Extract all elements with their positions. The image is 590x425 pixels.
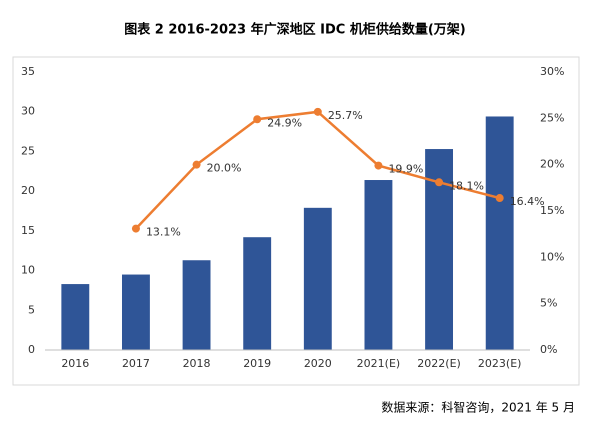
y2-tick-label: 15% (540, 204, 564, 217)
x-tick-label: 2023(E) (478, 357, 522, 370)
y-tick-label: 5 (28, 303, 35, 316)
y2-tick-label: 20% (540, 158, 564, 171)
data-label: 19.9% (388, 163, 423, 176)
y-tick-label: 20 (21, 184, 35, 197)
data-label: 25.7% (328, 109, 363, 122)
chart-title: 图表 2 2016-2023 年广深地区 IDC 机柜供给数量(万架) (124, 22, 466, 38)
y2-tick-label: 0% (540, 343, 557, 356)
data-label: 18.1% (449, 179, 484, 192)
x-tick-label: 2017 (122, 357, 150, 370)
y-tick-label: 15 (21, 224, 35, 237)
line-marker (253, 115, 262, 124)
y-tick-label: 35 (21, 65, 35, 78)
x-tick-label: 2021(E) (357, 357, 401, 370)
y2-tick-label: 5% (540, 297, 557, 310)
line-marker (374, 161, 383, 170)
x-tick-label: 2018 (183, 357, 211, 370)
line-marker (131, 224, 140, 233)
x-tick-label: 2016 (61, 357, 89, 370)
bar (243, 237, 272, 350)
data-label: 24.9% (267, 116, 302, 129)
bar (182, 260, 211, 350)
chart-frame (12, 56, 580, 386)
y2-tick-label: 10% (540, 250, 564, 263)
data-label: 13.1% (146, 226, 181, 239)
line-marker (435, 178, 444, 187)
line-marker (192, 160, 201, 169)
y2-tick-label: 30% (540, 65, 564, 78)
bar (485, 116, 514, 350)
x-tick-label: 2020 (304, 357, 332, 370)
y2-tick-label: 25% (540, 111, 564, 124)
line-marker (313, 107, 322, 116)
y-tick-label: 30 (21, 105, 35, 118)
x-tick-label: 2019 (243, 357, 271, 370)
y-tick-label: 25 (21, 144, 35, 157)
bar (303, 207, 332, 350)
x-tick-label: 2022(E) (417, 357, 461, 370)
bar (121, 274, 150, 350)
data-label: 20.0% (207, 162, 242, 175)
y-tick-label: 0 (28, 343, 35, 356)
bar (61, 284, 90, 350)
source-note: 数据来源：科智咨询，2021 年 5 月 (381, 400, 575, 415)
y-tick-label: 10 (21, 264, 35, 277)
data-label: 16.4% (510, 195, 545, 208)
bar (364, 180, 393, 350)
line-marker (495, 194, 504, 203)
